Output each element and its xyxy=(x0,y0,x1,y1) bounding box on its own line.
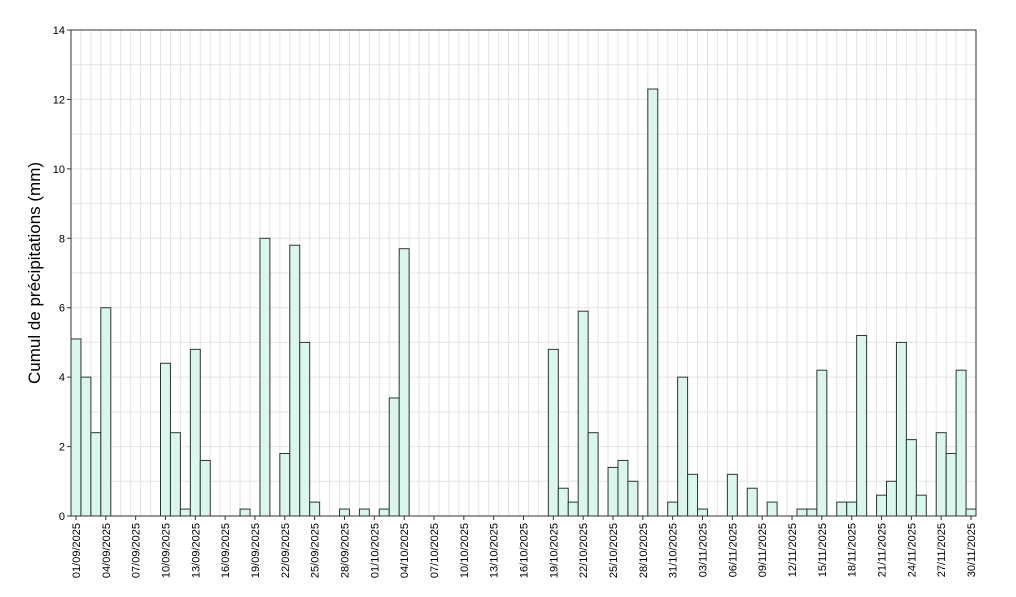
bar-22/10/2025 xyxy=(577,310,589,517)
bar-14/09/2025 xyxy=(199,459,211,517)
x-tick-label: 31/10/2025 xyxy=(668,523,680,578)
x-tick-label: 04/10/2025 xyxy=(399,523,411,578)
x-tick-label: 07/09/2025 xyxy=(131,523,143,578)
bar-25/10/2025 xyxy=(607,466,619,517)
y-tick-label: 10 xyxy=(53,164,65,176)
bar-02/11/2025 xyxy=(687,473,699,517)
x-tick-label: 18/11/2025 xyxy=(847,523,859,577)
bar-12/09/2025 xyxy=(179,508,191,517)
bar-06/11/2025 xyxy=(726,473,738,517)
bar-11/09/2025 xyxy=(169,432,181,517)
x-tick-label: 13/09/2025 xyxy=(190,523,202,578)
bar-27/11/2025 xyxy=(935,432,947,517)
bar-27/10/2025 xyxy=(627,480,639,517)
y-tick-label: 0 xyxy=(59,511,65,523)
bar-13/11/2025 xyxy=(796,508,808,517)
bar-17/11/2025 xyxy=(836,501,848,517)
bar-23/10/2025 xyxy=(587,432,599,517)
bar-22/09/2025 xyxy=(279,453,291,517)
bar-21/11/2025 xyxy=(876,494,887,517)
y-axis-ticks: 0 2 4 6 8 10 12 14 xyxy=(53,25,71,523)
bar-26/10/2025 xyxy=(617,459,629,517)
bar-04/10/2025 xyxy=(398,248,410,517)
x-tick-label: 27/11/2025 xyxy=(936,523,948,577)
x-tick-label: 25/10/2025 xyxy=(608,523,620,578)
bar-23/11/2025 xyxy=(895,341,907,517)
x-tick-label: 06/11/2025 xyxy=(727,523,739,577)
bar-18/09/2025 xyxy=(239,508,251,517)
x-tick-label: 30/11/2025 xyxy=(966,523,978,577)
bar-30/11/2025 xyxy=(965,508,977,517)
x-tick-label: 07/10/2025 xyxy=(429,523,441,578)
bars xyxy=(70,88,977,517)
bar-29/11/2025 xyxy=(955,369,967,517)
bar-10/09/2025 xyxy=(160,362,171,517)
bar-29/10/2025 xyxy=(647,88,659,517)
x-tick-label: 09/11/2025 xyxy=(757,523,769,577)
bar-10/11/2025 xyxy=(766,501,778,517)
x-tick-label: 25/09/2025 xyxy=(310,523,322,578)
x-tick-label: 04/09/2025 xyxy=(101,523,113,578)
bar-25/11/2025 xyxy=(915,494,927,517)
bar-18/11/2025 xyxy=(846,501,858,517)
bar-28/09/2025 xyxy=(339,508,350,517)
bar-03/11/2025 xyxy=(697,508,708,517)
x-tick-label: 10/10/2025 xyxy=(459,523,471,578)
x-tick-label: 12/11/2025 xyxy=(787,523,799,577)
x-tick-label: 01/10/2025 xyxy=(369,523,381,578)
bar-01/11/2025 xyxy=(677,376,689,517)
y-axis-title: Cumul de précipitations (mm) xyxy=(25,162,44,384)
bar-04/09/2025 xyxy=(100,307,112,517)
x-tick-label: 22/09/2025 xyxy=(280,523,292,578)
bar-22/11/2025 xyxy=(885,480,897,517)
x-tick-label: 16/09/2025 xyxy=(220,523,232,578)
bar-02/10/2025 xyxy=(378,508,390,517)
x-tick-label: 19/09/2025 xyxy=(250,523,262,578)
x-tick-label: 10/09/2025 xyxy=(160,523,172,578)
y-tick-label: 2 xyxy=(59,442,65,454)
y-tick-label: 4 xyxy=(59,372,65,384)
x-tick-label: 01/09/2025 xyxy=(71,523,83,578)
x-tick-label: 16/10/2025 xyxy=(519,523,531,578)
bar-03/10/2025 xyxy=(388,397,400,517)
x-tick-label: 22/10/2025 xyxy=(578,523,590,578)
x-tick-label: 15/11/2025 xyxy=(817,523,829,577)
x-tick-label: 28/09/2025 xyxy=(339,523,351,578)
y-tick-label: 12 xyxy=(53,94,65,106)
bar-30/09/2025 xyxy=(358,508,370,517)
bar-20/09/2025 xyxy=(259,237,271,517)
y-tick-label: 6 xyxy=(59,303,65,315)
x-tick-label: 28/10/2025 xyxy=(638,523,650,578)
bar-25/09/2025 xyxy=(309,501,321,517)
bar-14/11/2025 xyxy=(806,508,818,517)
bar-13/09/2025 xyxy=(189,348,201,517)
x-tick-label: 03/11/2025 xyxy=(698,523,710,577)
x-tick-label: 21/11/2025 xyxy=(877,523,889,577)
bar-08/11/2025 xyxy=(746,487,758,517)
bar-20/10/2025 xyxy=(557,487,569,517)
y-tick-label: 8 xyxy=(59,233,65,245)
x-tick-label: 24/11/2025 xyxy=(906,523,918,577)
x-axis-ticks: 01/09/2025 04/09/2025 07/09/2025 10/09/2025… xyxy=(71,516,978,578)
bar-19/11/2025 xyxy=(856,334,868,517)
bar-24/09/2025 xyxy=(299,341,311,517)
bar-31/10/2025 xyxy=(667,501,679,517)
gridlines xyxy=(71,30,976,516)
y-tick-label: 14 xyxy=(53,25,65,37)
bar-24/11/2025 xyxy=(905,439,917,517)
x-tick-label: 19/10/2025 xyxy=(548,523,560,578)
bar-23/09/2025 xyxy=(289,244,301,517)
bar-15/11/2025 xyxy=(816,369,828,517)
bar-02/09/2025 xyxy=(80,376,92,517)
x-tick-label: 13/10/2025 xyxy=(489,523,501,578)
bar-28/11/2025 xyxy=(945,453,957,517)
bar-01/09/2025 xyxy=(70,338,82,517)
bar-03/09/2025 xyxy=(90,432,102,517)
bar-21/10/2025 xyxy=(567,501,579,517)
bar-19/10/2025 xyxy=(547,348,559,517)
